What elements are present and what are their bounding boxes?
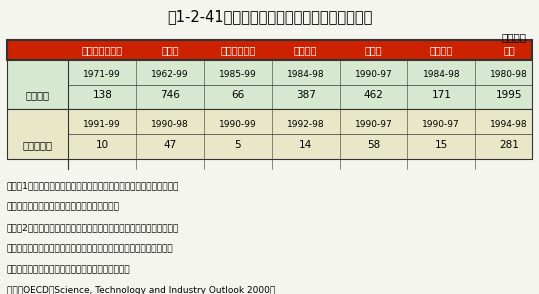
Text: オーストラリア: オーストラリア [82,45,123,55]
Text: 米国: 米国 [503,45,515,55]
Text: 1990-97: 1990-97 [423,120,460,129]
Text: 1990-98: 1990-98 [151,120,189,129]
Text: 66: 66 [231,91,245,101]
Text: ドイツは公的研究機関を対象としている。: ドイツは公的研究機関を対象としている。 [7,265,130,274]
Text: オフ企業の定義を狭くとらえている。: オフ企業の定義を狭くとらえている。 [7,202,120,211]
Text: 138: 138 [92,91,112,101]
FancyBboxPatch shape [7,109,532,159]
Text: 注）　1．オーストラリア、イギリス、米国はその他の国に比べスピン: 注） 1．オーストラリア、イギリス、米国はその他の国に比べスピン [7,181,179,191]
Text: 1991-99: 1991-99 [84,120,121,129]
Text: 1990-97: 1990-97 [355,70,392,79]
Text: 2．オーストラリア、フランスは政府の資金によって運営される: 2．オーストラリア、フランスは政府の資金によって運営される [7,223,179,232]
Text: 1995: 1995 [496,91,522,101]
Text: 462: 462 [363,91,383,101]
FancyBboxPatch shape [7,60,532,109]
Text: 5: 5 [234,140,241,150]
Text: 1990-97: 1990-97 [355,120,392,129]
Text: 387: 387 [296,91,316,101]
FancyBboxPatch shape [7,40,532,60]
Text: 累積件数: 累積件数 [25,91,50,101]
Text: 1990-99: 1990-99 [219,120,257,129]
Text: 14: 14 [299,140,312,150]
Text: フィンランド: フィンランド [220,45,255,55]
Text: 1984-98: 1984-98 [423,70,460,79]
Text: 15: 15 [434,140,448,150]
Text: 1980-98: 1980-98 [490,70,528,79]
Text: 1994-98: 1994-98 [490,120,528,129]
Text: フランス: フランス [294,45,317,55]
Text: 第1-2-41表　各国のスピンオフ企業の設立状況: 第1-2-41表 各国のスピンオフ企業の設立状況 [167,9,372,24]
Text: 1985-99: 1985-99 [219,70,257,79]
Text: 1992-98: 1992-98 [287,120,324,129]
Text: 58: 58 [367,140,380,150]
Text: 746: 746 [160,91,180,101]
Text: 1984-98: 1984-98 [287,70,324,79]
Text: 研究機関、カナダ、イギリス、米国は大学、フィンランド、: 研究機関、カナダ、イギリス、米国は大学、フィンランド、 [7,244,174,253]
Text: 171: 171 [431,91,451,101]
Text: （件数）: （件数） [502,32,527,42]
Text: ドイツ: ドイツ [365,45,382,55]
Text: 年平均件数: 年平均件数 [23,140,53,150]
Text: 281: 281 [499,140,519,150]
Text: 1962-99: 1962-99 [151,70,189,79]
Text: 47: 47 [163,140,177,150]
Text: 1971-99: 1971-99 [84,70,121,79]
Text: カナダ: カナダ [161,45,179,55]
Text: 資料：OECD〝Science, Technology and Industry Outlook 2000〞: 資料：OECD〝Science, Technology and Industry… [7,286,275,294]
Text: イギリス: イギリス [430,45,453,55]
Text: 10: 10 [96,140,109,150]
